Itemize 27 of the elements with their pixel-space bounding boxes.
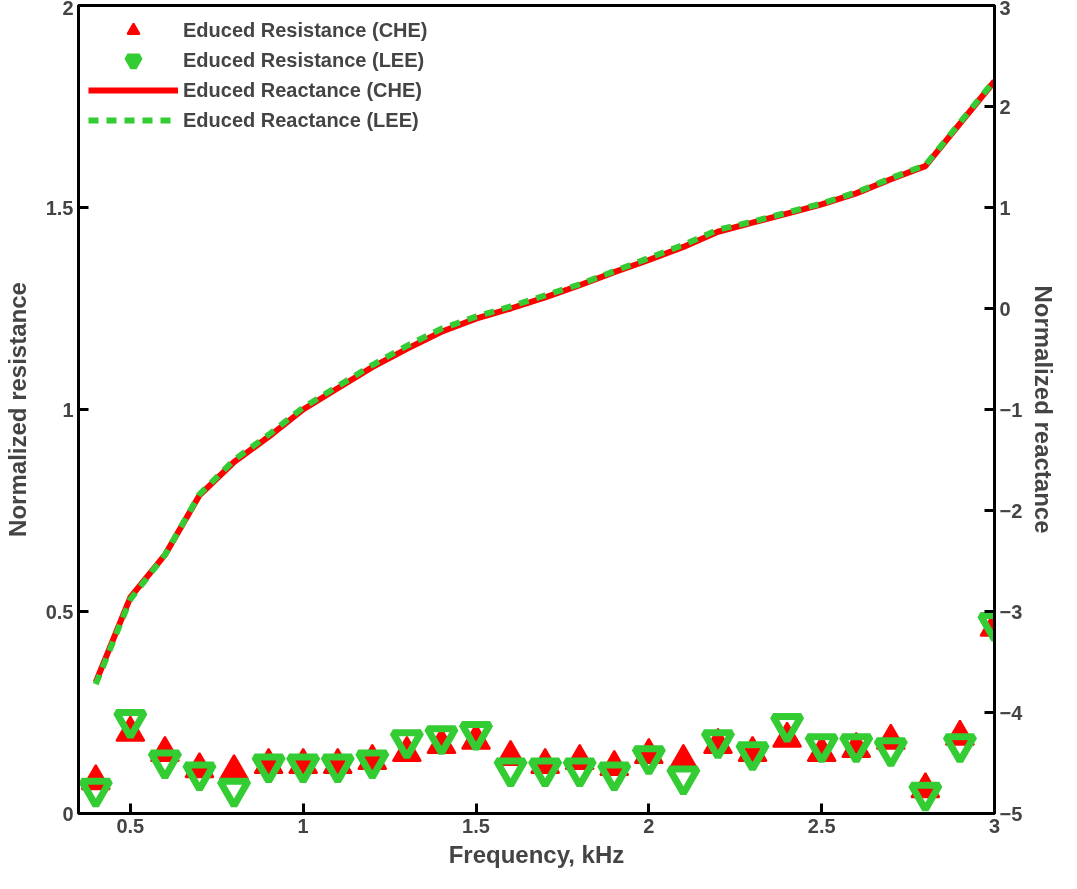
y2-tick-label: 3: [999, 0, 1011, 19]
y2-tick-label: 2: [999, 95, 1011, 118]
x-tick-label: 2: [643, 814, 655, 837]
x-axis-title: Frequency, kHz: [448, 840, 625, 868]
y2-tick-label: −2: [999, 499, 1023, 522]
y-axis-title: Normalized resistance: [3, 282, 31, 537]
x-tick-label: 0.5: [116, 814, 145, 837]
legend-label: Educed Reactance (CHE): [183, 78, 422, 102]
legend-label: Educed Resistance (CHE): [183, 18, 428, 42]
y2-tick-label: 0: [999, 297, 1011, 320]
y2-tick-label: −4: [999, 701, 1024, 724]
x-tick-label: 2.5: [807, 814, 836, 837]
x-tick-label: 1.5: [462, 814, 490, 837]
x-tick-label: 3: [988, 814, 1001, 837]
y-tick-label: 0.5: [45, 600, 74, 623]
y-tick-label: 2: [62, 0, 74, 19]
y2-tick-label: −1: [999, 398, 1023, 421]
y2-tick-label: −3: [999, 600, 1023, 623]
y2-axis-title: Normalized reactance: [1030, 285, 1058, 534]
legend-label: Educed Reactance (LEE): [183, 108, 419, 132]
legend-label: Educed Resistance (LEE): [183, 48, 425, 72]
y2-tick-label: 1: [999, 196, 1011, 219]
y2-tick-label: −5: [999, 802, 1023, 825]
y-tick-label: 1: [62, 398, 74, 421]
x-tick-label: 1: [297, 814, 309, 837]
y-tick-label: 1.5: [45, 196, 74, 219]
y-tick-label: 0: [62, 802, 74, 825]
